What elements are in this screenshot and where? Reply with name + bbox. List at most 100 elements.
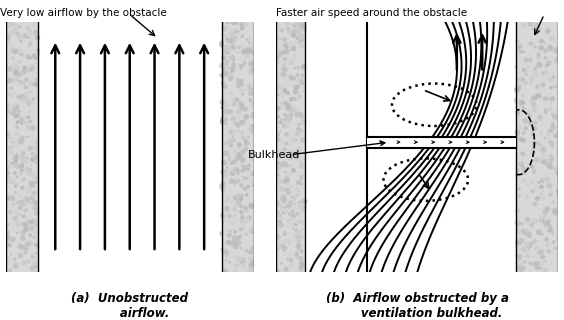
Point bbox=[248, 171, 257, 176]
Point bbox=[535, 115, 544, 120]
Point bbox=[533, 25, 542, 30]
Point bbox=[297, 269, 306, 274]
Point bbox=[224, 58, 233, 63]
Point bbox=[289, 108, 298, 114]
Point bbox=[272, 201, 281, 206]
Point bbox=[525, 230, 534, 236]
Point bbox=[25, 109, 34, 114]
Point bbox=[531, 44, 540, 50]
Point bbox=[19, 81, 28, 86]
Point bbox=[277, 196, 287, 201]
Point bbox=[282, 114, 291, 119]
Point bbox=[543, 220, 552, 225]
Point bbox=[4, 106, 13, 111]
Point bbox=[272, 172, 281, 177]
Point bbox=[237, 27, 246, 32]
Point bbox=[552, 58, 561, 63]
Point bbox=[31, 55, 40, 60]
Point bbox=[218, 73, 227, 78]
Point bbox=[243, 176, 252, 181]
Point bbox=[296, 204, 305, 209]
Point bbox=[291, 202, 300, 207]
Point bbox=[515, 259, 524, 264]
Point bbox=[6, 78, 15, 83]
Point bbox=[287, 258, 296, 263]
Point bbox=[521, 80, 530, 85]
Point bbox=[233, 154, 242, 159]
Point bbox=[530, 170, 539, 175]
Point bbox=[29, 255, 38, 260]
Point bbox=[18, 244, 27, 250]
Point bbox=[287, 61, 296, 66]
Point bbox=[519, 130, 528, 135]
Point bbox=[537, 262, 546, 268]
Point bbox=[23, 134, 32, 140]
Point bbox=[533, 24, 542, 29]
Point bbox=[282, 49, 291, 54]
Point bbox=[12, 77, 21, 82]
Text: Bulkhead: Bulkhead bbox=[248, 150, 301, 160]
Point bbox=[528, 188, 537, 194]
Point bbox=[248, 111, 257, 116]
Point bbox=[249, 67, 258, 72]
Point bbox=[10, 163, 19, 168]
Point bbox=[295, 247, 304, 252]
Point bbox=[280, 231, 289, 236]
Point bbox=[300, 199, 309, 204]
Point bbox=[536, 265, 545, 270]
Point bbox=[230, 213, 239, 218]
Point bbox=[551, 246, 560, 251]
Point bbox=[217, 231, 226, 236]
Point bbox=[287, 154, 296, 159]
Point bbox=[219, 181, 228, 186]
Point bbox=[232, 167, 241, 172]
Point bbox=[233, 156, 242, 161]
Point bbox=[547, 128, 556, 133]
Point bbox=[11, 160, 20, 165]
Point bbox=[296, 160, 305, 165]
Point bbox=[294, 256, 303, 261]
Point bbox=[231, 229, 240, 234]
Point bbox=[220, 26, 229, 31]
Point bbox=[33, 51, 42, 56]
Point bbox=[296, 174, 305, 179]
Point bbox=[292, 182, 301, 187]
Point bbox=[237, 82, 246, 87]
Point bbox=[519, 229, 528, 234]
Point bbox=[533, 196, 542, 201]
Point bbox=[236, 196, 245, 201]
Point bbox=[33, 47, 42, 52]
Point bbox=[535, 62, 544, 68]
Point bbox=[299, 88, 309, 93]
Point bbox=[543, 177, 552, 182]
Point bbox=[289, 76, 298, 81]
Point bbox=[241, 107, 250, 112]
Point bbox=[226, 241, 235, 246]
Point bbox=[546, 107, 555, 112]
Point bbox=[277, 196, 287, 202]
Point bbox=[299, 27, 309, 32]
Point bbox=[515, 125, 525, 130]
Point bbox=[226, 72, 235, 77]
Point bbox=[30, 151, 39, 156]
Point bbox=[533, 27, 542, 32]
Point bbox=[540, 96, 549, 101]
Point bbox=[3, 196, 12, 201]
Point bbox=[218, 187, 227, 192]
Point bbox=[518, 100, 527, 105]
Point bbox=[543, 206, 552, 212]
Point bbox=[280, 57, 289, 62]
Point bbox=[554, 178, 563, 183]
Point bbox=[276, 156, 285, 161]
Point bbox=[274, 60, 283, 65]
Point bbox=[278, 206, 287, 212]
Point bbox=[533, 27, 542, 32]
Point bbox=[248, 245, 257, 251]
Point bbox=[273, 85, 282, 91]
Point bbox=[30, 33, 39, 38]
Point bbox=[33, 94, 42, 99]
Point bbox=[289, 216, 298, 221]
Point bbox=[285, 149, 294, 154]
Point bbox=[223, 25, 232, 30]
Point bbox=[280, 82, 289, 87]
